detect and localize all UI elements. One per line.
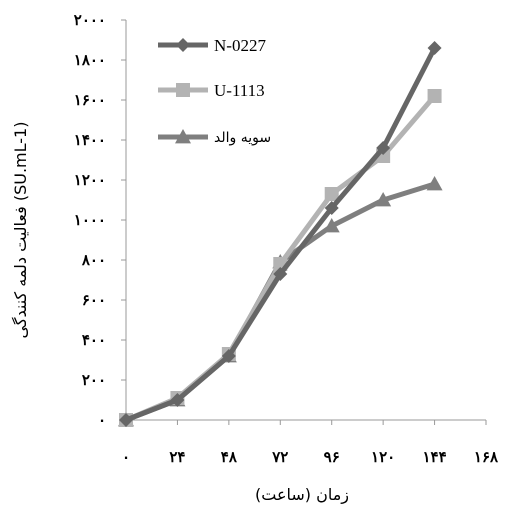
legend-entry-3: سویه والد <box>158 129 271 146</box>
data-point <box>324 187 339 201</box>
legend-entry-2: U-1113 <box>158 81 265 100</box>
data-point <box>170 393 185 407</box>
series-line <box>123 45 438 423</box>
legend-label: N-0227 <box>214 36 266 55</box>
x-tick-label: ۰ <box>122 448 130 466</box>
y-tick-label: ۰ <box>98 411 106 429</box>
series-2 <box>119 89 442 427</box>
x-tick-label: ۹۶ <box>324 448 340 466</box>
x-tick-label: ۷۲ <box>271 448 288 466</box>
legend-entry-1: N-0227 <box>158 36 266 55</box>
axes-layer: ۰ ۲۰۰ ۴۰۰ ۶۰۰ ۸۰۰ ۱۰۰۰ ۱۲۰۰ ۱۴۰۰ ۱۶۰۰ ۱۸۰۰ ۲۰۰۰ ۰ ۲۴… <box>74 11 499 466</box>
legend-label: سویه والد <box>214 130 271 146</box>
x-tick-label: ۴۸ <box>221 448 238 466</box>
data-point <box>221 349 236 363</box>
x-tick-label: ۱۴۴ <box>422 448 446 466</box>
data-point <box>273 267 288 281</box>
y-tick-label: ۲۰۰ <box>82 371 106 389</box>
x-tick-label: ۱۲۰ <box>371 448 395 466</box>
y-tick-label: ۶۰۰ <box>82 291 106 309</box>
y-tick-label: ۲۰۰۰ <box>74 11 106 29</box>
data-point <box>426 176 443 191</box>
legend: N-0227 U-1113 سویه والد <box>158 36 271 146</box>
legend-swatch-marker <box>175 129 191 144</box>
data-point <box>323 218 340 233</box>
series-line <box>123 181 438 423</box>
legend-label: U-1113 <box>214 81 265 100</box>
data-point <box>427 89 442 103</box>
series-layer <box>118 41 443 427</box>
legend-swatch-marker <box>176 38 190 52</box>
data-point <box>376 141 391 155</box>
y-tick-label: ۱۴۰۰ <box>74 131 106 149</box>
y-tick-label: ۴۰۰ <box>82 331 106 349</box>
x-tick-label: ۲۴ <box>169 448 185 466</box>
series-3 <box>118 176 443 427</box>
data-point <box>324 201 339 215</box>
y-tick-label: ۸۰۰ <box>81 251 106 269</box>
x-axis-title: زمان (ساعت) <box>255 485 349 505</box>
data-point <box>375 192 392 207</box>
x-tick-label: ۱۶۸ <box>474 448 499 466</box>
legend-swatch-marker <box>176 83 190 97</box>
data-point <box>427 41 442 55</box>
y-tick-label: ۱۸۰۰ <box>74 51 106 69</box>
data-point <box>119 413 133 427</box>
y-axis-title: فعالیت دلمه کنندگی (SU.mL-1) <box>11 122 30 339</box>
y-tick-label: ۱۰۰۰ <box>74 211 106 229</box>
y-tick-label: ۱۲۰۰ <box>74 171 106 189</box>
y-tick-label: ۱۶۰۰ <box>74 91 106 109</box>
series-1 <box>119 41 442 427</box>
